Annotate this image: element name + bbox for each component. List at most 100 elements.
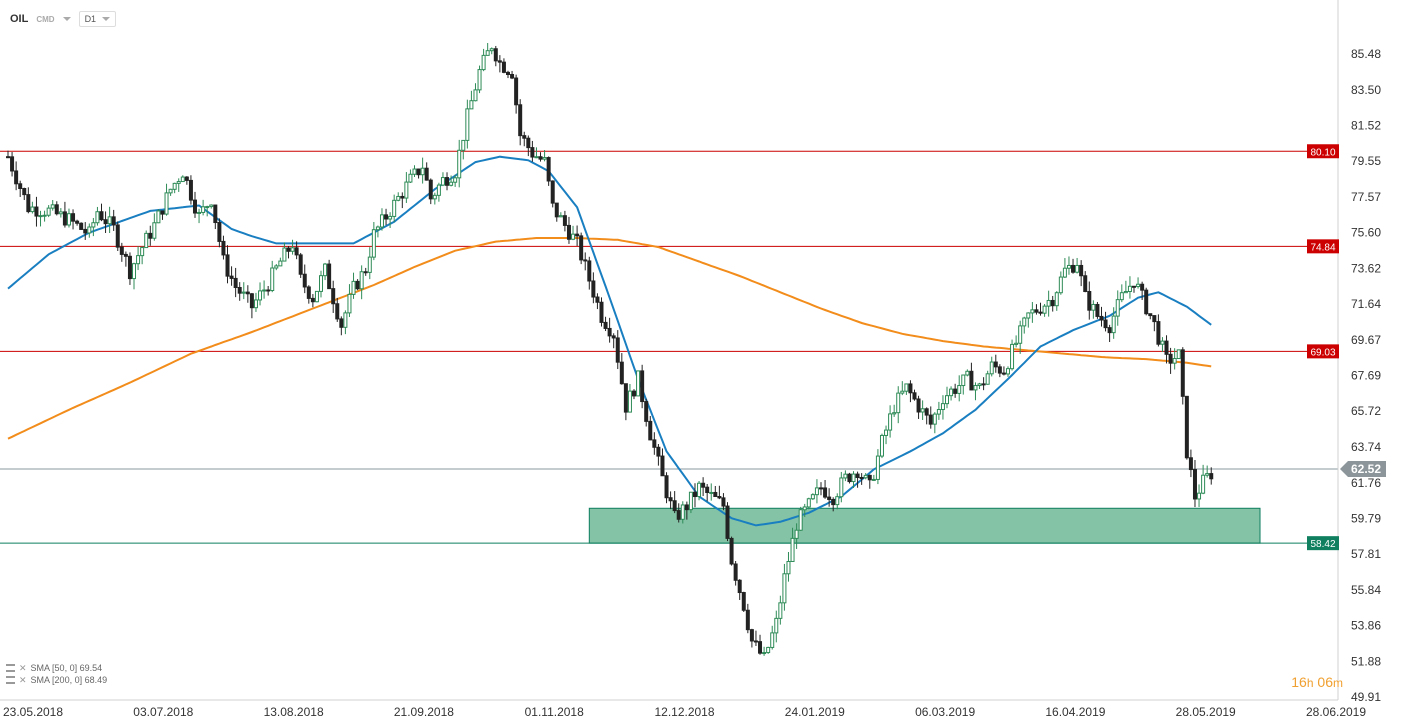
candle xyxy=(103,211,108,233)
indicator-legend: ✕ SMA [50, 0] 69.54 ✕ SMA [200, 0] 68.49 xyxy=(6,662,107,686)
candle xyxy=(611,333,616,349)
candle-body xyxy=(1010,343,1015,370)
candle-body xyxy=(1160,340,1165,345)
candle-body xyxy=(973,385,978,391)
candle-body xyxy=(969,370,974,391)
candle-body xyxy=(607,327,612,337)
candle xyxy=(627,384,632,413)
candle-body xyxy=(115,224,120,248)
candle-body xyxy=(241,291,246,294)
candle xyxy=(554,202,559,222)
candle-body xyxy=(440,177,445,186)
candle xyxy=(920,400,925,420)
candle xyxy=(400,192,405,209)
candle-body xyxy=(636,370,641,397)
candle xyxy=(530,140,535,162)
candle-body xyxy=(627,390,632,413)
candle xyxy=(1079,260,1084,287)
candle xyxy=(546,156,551,186)
close-icon[interactable]: ✕ xyxy=(19,675,27,685)
candle xyxy=(233,267,238,298)
menu-icon[interactable] xyxy=(6,676,15,684)
candle-body xyxy=(1188,457,1193,471)
candle xyxy=(237,282,242,301)
candle-body xyxy=(1107,327,1112,334)
candle xyxy=(571,225,576,241)
candle-body xyxy=(469,100,474,110)
candle xyxy=(262,280,267,299)
price-tick-label: 53.86 xyxy=(1351,619,1381,633)
candle-body xyxy=(1192,469,1197,500)
legend-item-sma200[interactable]: ✕ SMA [200, 0] 68.49 xyxy=(6,674,107,686)
candle xyxy=(335,297,340,322)
candle xyxy=(363,267,368,276)
candle-body xyxy=(709,491,714,494)
candle-body xyxy=(981,383,986,386)
candle xyxy=(668,491,673,510)
price-tick-label: 49.91 xyxy=(1351,690,1381,704)
candle xyxy=(132,262,137,290)
candle-body xyxy=(1205,473,1210,476)
candle xyxy=(282,242,287,262)
candle xyxy=(221,235,226,260)
candle xyxy=(961,374,966,395)
candle-body xyxy=(1209,473,1214,480)
candle-body xyxy=(445,177,450,186)
candle xyxy=(229,266,234,286)
candle-body xyxy=(319,275,324,292)
symbol-label[interactable]: OIL xyxy=(10,13,29,25)
close-icon[interactable]: ✕ xyxy=(19,663,27,673)
candle xyxy=(684,501,689,520)
candle-body xyxy=(810,494,815,500)
menu-icon[interactable] xyxy=(6,664,15,672)
legend-item-sma50[interactable]: ✕ SMA [50, 0] 69.54 xyxy=(6,662,107,674)
candle xyxy=(705,483,710,502)
candle xyxy=(1038,302,1043,316)
candle-body xyxy=(855,473,860,478)
timeframe-select[interactable]: D1 xyxy=(78,11,117,27)
candle-body xyxy=(526,137,531,149)
candle-body xyxy=(347,293,352,314)
date-tick-label: 06.03.2019 xyxy=(915,705,975,719)
candle xyxy=(1111,307,1116,339)
candle-body xyxy=(843,473,848,479)
candle xyxy=(1168,347,1173,374)
candle xyxy=(290,239,295,255)
chevron-down-icon[interactable] xyxy=(62,17,71,21)
candle xyxy=(831,497,836,512)
candle xyxy=(514,74,519,114)
candle xyxy=(168,188,173,196)
candle xyxy=(1156,314,1161,347)
candle-body xyxy=(388,215,393,220)
candle-body xyxy=(945,395,950,405)
candle xyxy=(603,316,608,332)
candle xyxy=(607,317,612,343)
candle-body xyxy=(831,498,836,506)
candle-body xyxy=(217,222,222,242)
candle-body xyxy=(123,253,128,257)
candle xyxy=(42,210,47,222)
candle xyxy=(497,55,502,73)
candle xyxy=(940,395,945,420)
candle-body xyxy=(371,229,376,258)
candle xyxy=(298,252,303,278)
candle-body xyxy=(294,247,299,256)
candle-body xyxy=(1066,264,1071,269)
candle-body xyxy=(335,303,340,320)
candle xyxy=(1042,304,1047,317)
candle xyxy=(359,265,364,300)
candle-body xyxy=(221,240,226,256)
candle-body xyxy=(997,366,1002,374)
candle-body xyxy=(879,434,884,457)
candle-body xyxy=(762,652,767,655)
candle-body xyxy=(749,629,754,642)
candle xyxy=(501,58,506,74)
candle xyxy=(725,502,730,542)
resistance-80-10-tag xyxy=(1307,144,1339,159)
timer-hours: 16 xyxy=(1291,674,1307,690)
candle-body xyxy=(197,211,202,214)
candle xyxy=(302,264,307,294)
candle xyxy=(1201,464,1206,495)
candle xyxy=(1192,459,1197,508)
